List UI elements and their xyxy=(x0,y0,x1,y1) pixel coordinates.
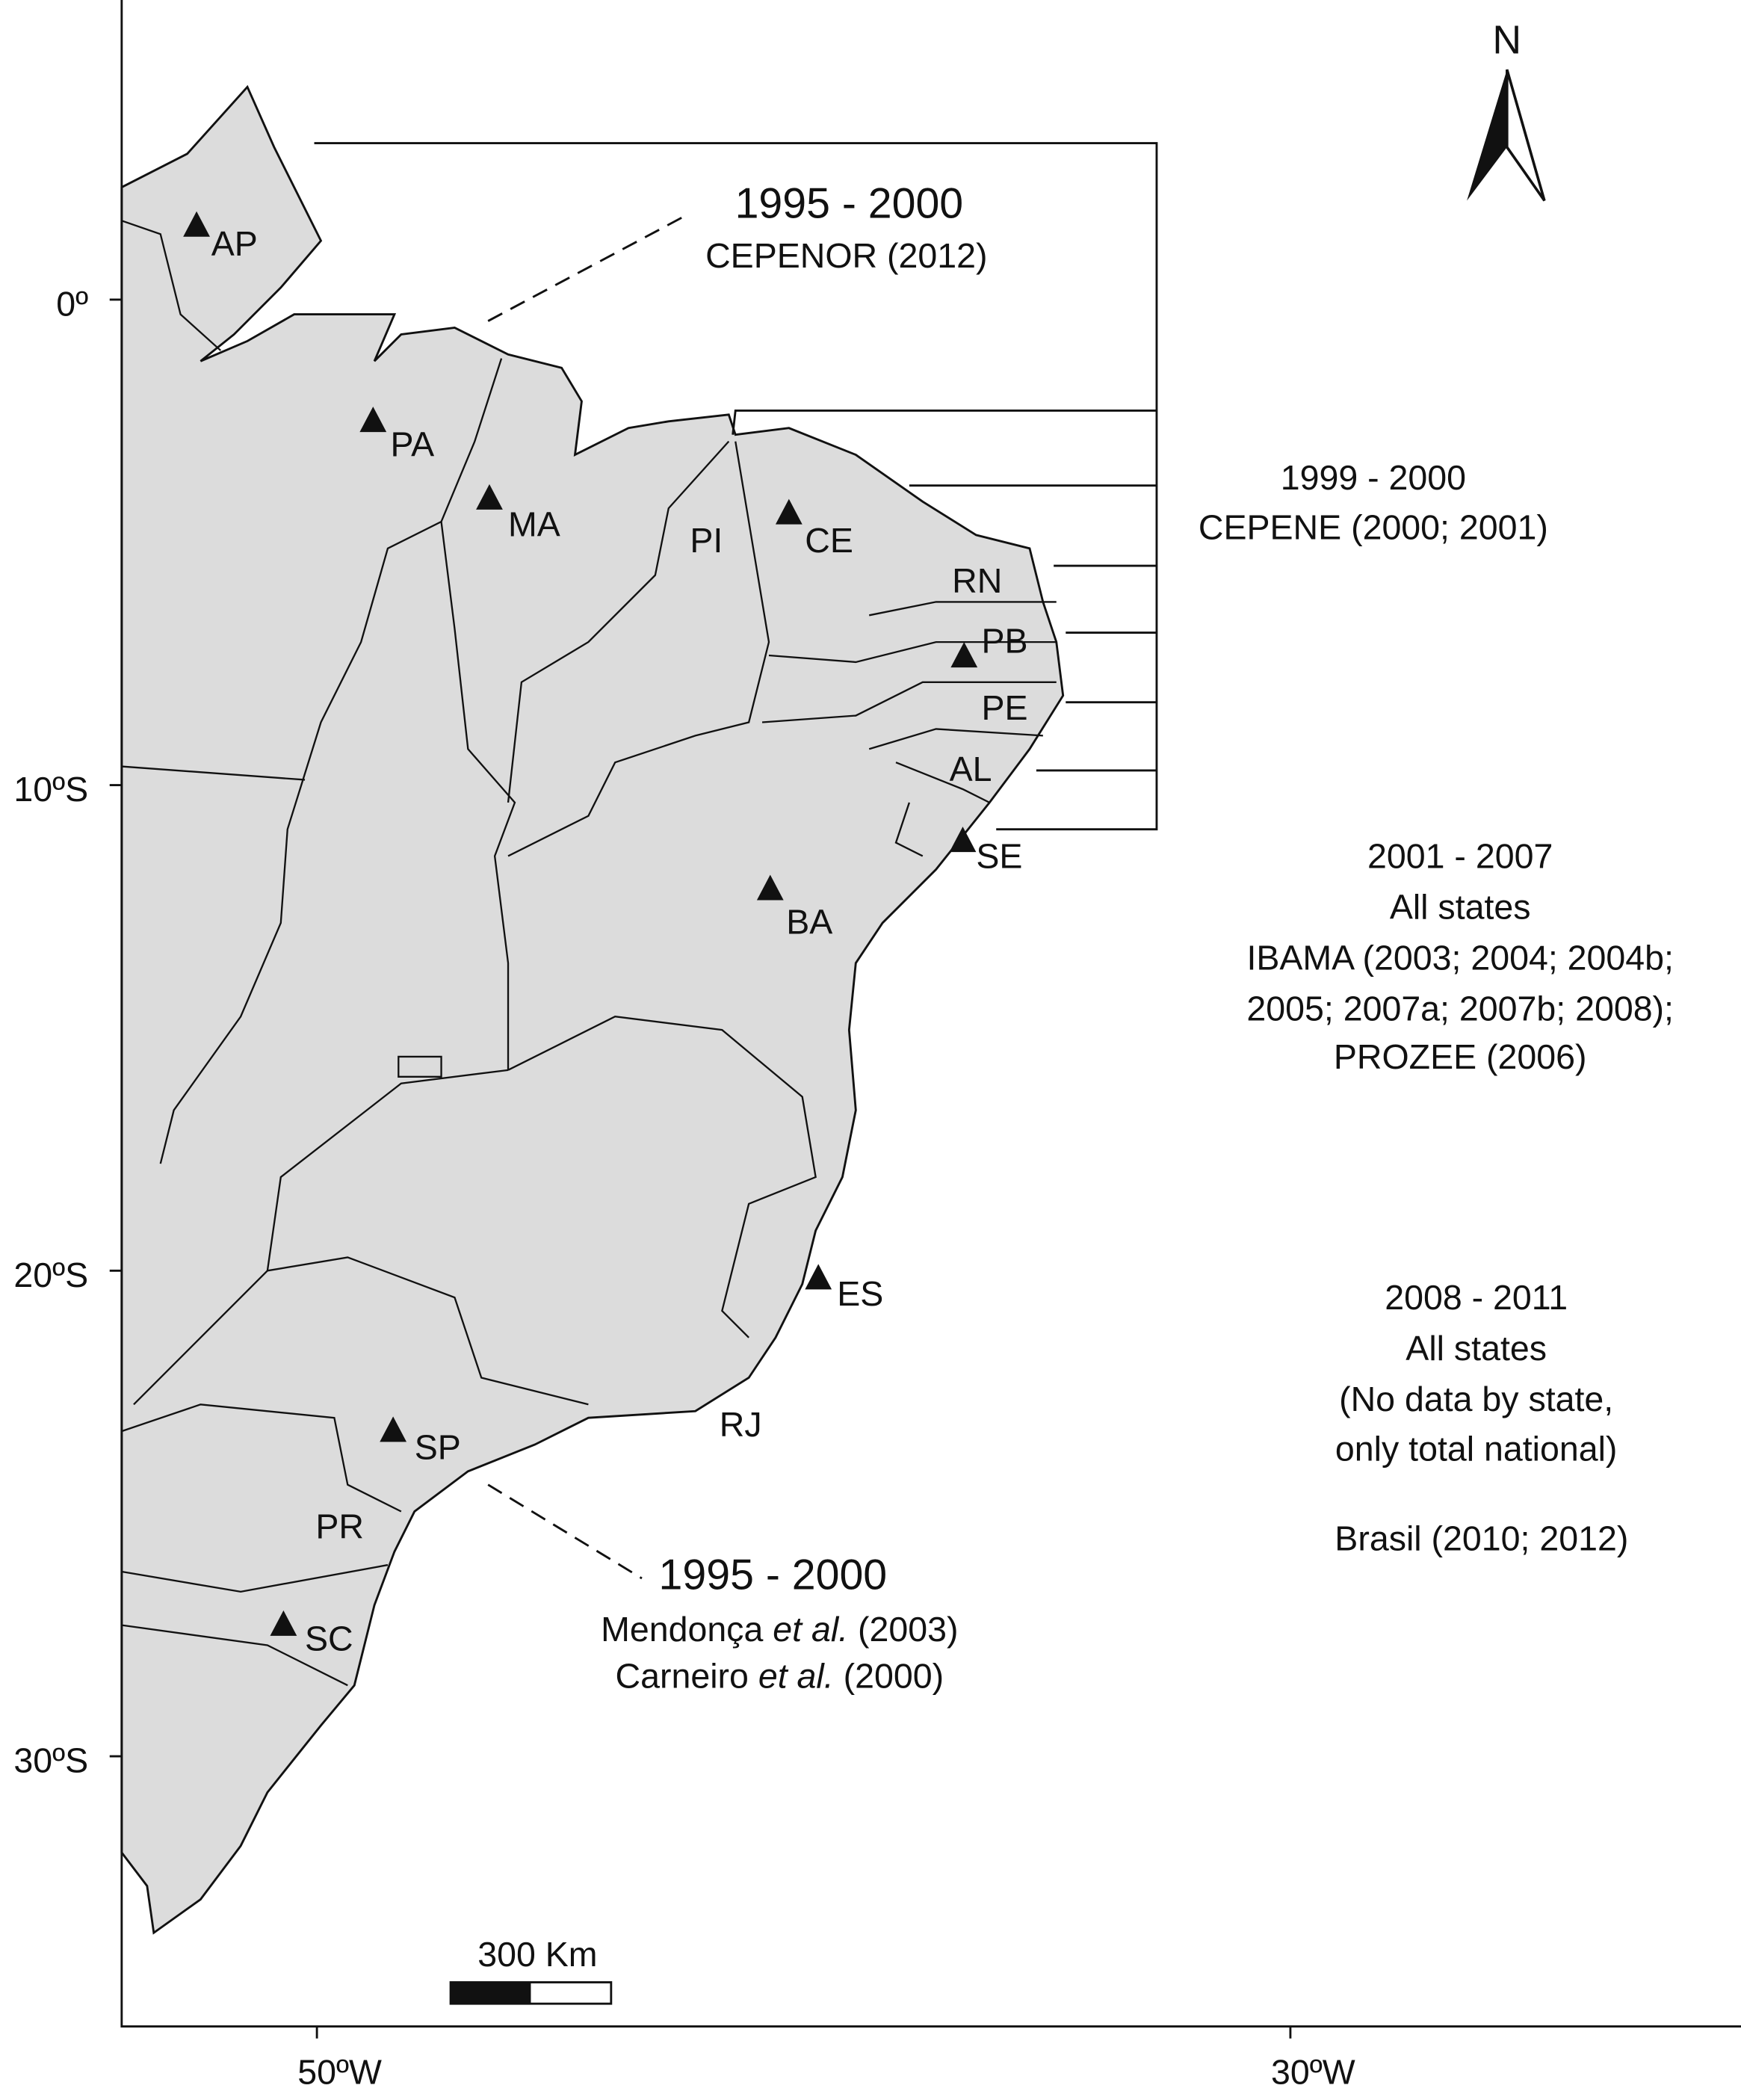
reference: Carneiro et al. (2000) xyxy=(616,1657,944,1696)
state-label: ES xyxy=(837,1274,883,1313)
state-label: SP xyxy=(415,1428,461,1467)
state-label: PA xyxy=(391,424,435,463)
state-label: SE xyxy=(976,837,1022,876)
note: (No data by state, xyxy=(1339,1380,1613,1418)
state-label: SC xyxy=(305,1619,353,1658)
period: 1995 - 2000 xyxy=(659,1551,888,1599)
source: PROZEE (2006) xyxy=(1334,1037,1587,1076)
leader-lines xyxy=(314,142,1158,1580)
x-tick-label: 50ºW xyxy=(297,2053,382,2092)
year: (2000) xyxy=(844,1657,944,1696)
source: CEPENE (2000; 2001) xyxy=(1199,507,1548,546)
land xyxy=(120,84,1065,1935)
north-label: N xyxy=(1492,18,1521,63)
author: Carneiro xyxy=(616,1657,749,1696)
state-label: AL xyxy=(950,750,992,788)
state-label: PI xyxy=(690,521,723,560)
source: IBAMA (2003; 2004; 2004b; xyxy=(1246,939,1673,978)
period: 1995 - 2000 xyxy=(735,180,964,228)
state-label: AP xyxy=(211,224,258,263)
author: Mendonça xyxy=(601,1610,763,1649)
period: 2001 - 2007 xyxy=(1367,837,1553,876)
y-tick-label: 20ºS xyxy=(13,1256,88,1294)
year: (2003) xyxy=(858,1610,958,1649)
y-tick-label: 0º xyxy=(56,284,88,323)
state-label: BA xyxy=(786,902,832,941)
scope: All states xyxy=(1406,1329,1547,1368)
source: Brasil (2010; 2012) xyxy=(1335,1519,1628,1557)
scale-bar-label: 300 Km xyxy=(477,1935,597,1974)
north-arrow xyxy=(1467,69,1546,202)
state-label: RN xyxy=(952,561,1002,600)
state-label: PB xyxy=(982,621,1028,660)
state-borders xyxy=(121,220,1057,1687)
scale-bar-fill xyxy=(451,1982,531,2004)
state-label: CE xyxy=(805,521,853,560)
source: 2005; 2007a; 2007b; 2008); xyxy=(1246,989,1674,1028)
state-markers xyxy=(183,211,978,1636)
period: 1999 - 2000 xyxy=(1281,458,1466,497)
et-al: et al. xyxy=(758,1657,834,1696)
state-label: RJ xyxy=(720,1405,762,1444)
note: only total national) xyxy=(1335,1429,1618,1468)
source: CEPENOR (2012) xyxy=(705,236,987,275)
y-tick-label: 30ºS xyxy=(13,1741,88,1779)
y-tick-label: 10ºS xyxy=(13,770,88,809)
map-frame xyxy=(120,0,1741,2028)
axis-ticks xyxy=(109,298,1292,2039)
period: 2008 - 2011 xyxy=(1385,1278,1568,1317)
scope: All states xyxy=(1390,888,1531,927)
state-label: MA xyxy=(508,505,560,544)
state-label: PE xyxy=(982,688,1028,727)
et-al: et al. xyxy=(773,1610,848,1649)
x-tick-label: 30ºW xyxy=(1271,2053,1355,2092)
state-label: PR xyxy=(315,1507,364,1545)
reference: Mendonça et al. (2003) xyxy=(601,1610,958,1649)
